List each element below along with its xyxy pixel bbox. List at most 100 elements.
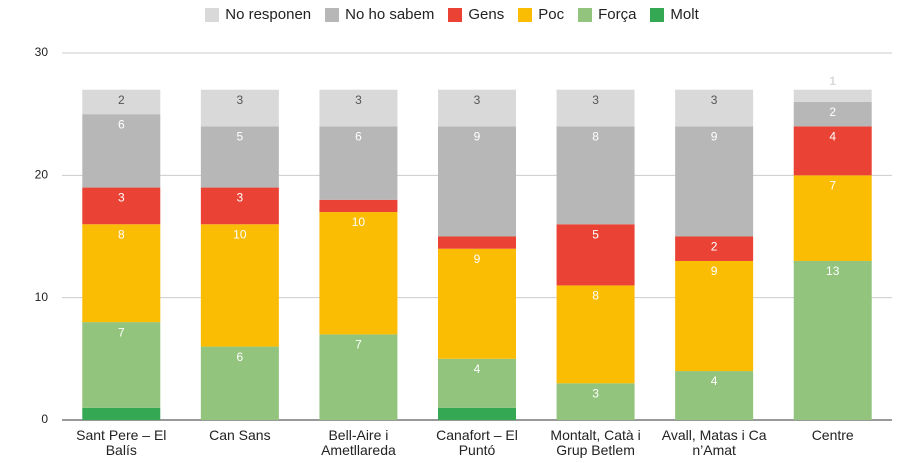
legend-item: No responen bbox=[205, 6, 311, 23]
legend-swatch bbox=[518, 7, 533, 22]
y-tick-label: 20 bbox=[35, 168, 49, 182]
bar-segment bbox=[793, 101, 872, 127]
data-label: 9 bbox=[474, 130, 481, 144]
data-label: 8 bbox=[592, 130, 599, 144]
bar-segment bbox=[556, 126, 635, 225]
data-label: 6 bbox=[355, 130, 362, 144]
bar-segment bbox=[793, 126, 872, 176]
x-tick-label: Centre bbox=[811, 427, 854, 443]
legend-swatch bbox=[205, 7, 220, 22]
bar-segment bbox=[82, 187, 161, 225]
y-tick-label: 30 bbox=[35, 45, 49, 59]
bar-segment bbox=[319, 199, 398, 213]
legend-label: Força bbox=[598, 6, 637, 23]
bar-segment bbox=[319, 334, 398, 420]
bar-segment bbox=[556, 383, 635, 420]
legend-item: Poc bbox=[518, 6, 564, 23]
data-label: 3 bbox=[237, 93, 244, 107]
legend: No responen No ho sabem Gens Poc Força Molt bbox=[0, 6, 904, 23]
data-label: 3 bbox=[592, 386, 599, 400]
x-tick-label: Sant Pere – El Balís bbox=[76, 427, 167, 458]
data-label: 8 bbox=[592, 289, 599, 303]
bar-segment bbox=[82, 322, 161, 408]
data-label: 1 bbox=[829, 74, 836, 88]
bar-segment bbox=[556, 89, 635, 127]
bar-segment bbox=[556, 224, 635, 286]
data-label: 5 bbox=[592, 227, 599, 241]
data-label: 4 bbox=[711, 374, 718, 388]
legend-label: No ho sabem bbox=[345, 6, 435, 23]
legend-item: Gens bbox=[448, 6, 504, 23]
legend-swatch bbox=[578, 7, 593, 22]
data-label: 3 bbox=[355, 93, 362, 107]
bar-segment bbox=[675, 126, 754, 237]
data-label: 6 bbox=[118, 117, 125, 131]
bar-segment bbox=[675, 260, 754, 372]
data-label: 2 bbox=[118, 93, 125, 107]
bar-segment bbox=[200, 89, 279, 127]
data-label: 2 bbox=[711, 240, 718, 254]
data-label: 3 bbox=[474, 93, 481, 107]
legend-item: Força bbox=[578, 6, 636, 23]
data-label: 7 bbox=[829, 179, 836, 193]
bar-segment bbox=[438, 407, 516, 420]
bar-segment bbox=[200, 187, 279, 225]
data-label: 10 bbox=[233, 227, 247, 241]
data-label: 7 bbox=[355, 338, 362, 352]
data-label: 3 bbox=[592, 93, 599, 107]
bar-segment bbox=[200, 346, 279, 420]
bar-segment bbox=[793, 89, 872, 102]
data-label: 3 bbox=[237, 191, 244, 205]
data-label: 9 bbox=[474, 252, 481, 266]
legend-swatch bbox=[448, 7, 463, 22]
bar-segment bbox=[200, 126, 279, 188]
bar-segment bbox=[319, 89, 398, 127]
bar-segment bbox=[675, 236, 754, 261]
x-tick-label: Bell-Aire i Ametllareda bbox=[321, 427, 396, 458]
legend-item: No ho sabem bbox=[325, 6, 434, 23]
x-tick-label: Avall, Matas i Ca n’Amat bbox=[661, 427, 767, 458]
bar-segment bbox=[82, 114, 161, 188]
data-label: 13 bbox=[826, 264, 840, 278]
data-label: 4 bbox=[829, 130, 836, 144]
data-label: 6 bbox=[237, 350, 244, 364]
x-tick-label: Montalt, Catà i Grup Betlem bbox=[550, 427, 641, 458]
data-label: 5 bbox=[237, 130, 244, 144]
bar-segment bbox=[438, 248, 516, 359]
legend-label: Gens bbox=[468, 6, 505, 23]
data-label: 3 bbox=[711, 93, 718, 107]
data-label: 2 bbox=[829, 105, 836, 119]
bar-segment bbox=[82, 407, 161, 420]
x-tick-label: Can Sans bbox=[209, 427, 271, 443]
bar-segment bbox=[675, 89, 754, 127]
bar-segment bbox=[200, 224, 279, 347]
legend-label: Poc bbox=[538, 6, 565, 23]
bar-segment bbox=[438, 236, 516, 249]
legend-item: Molt bbox=[650, 6, 699, 23]
x-tick-label: Canafort – El Puntó bbox=[436, 427, 518, 458]
data-label: 9 bbox=[711, 264, 718, 278]
bar-segment bbox=[438, 358, 516, 408]
bar-segment bbox=[319, 212, 398, 335]
bar-segment bbox=[319, 126, 398, 200]
y-tick-label: 0 bbox=[41, 412, 48, 426]
legend-swatch bbox=[650, 7, 665, 22]
bar-segment bbox=[82, 224, 161, 323]
bar-segment bbox=[556, 285, 635, 384]
legend-label: Molt bbox=[670, 6, 699, 23]
bar-segment bbox=[793, 260, 872, 420]
bar-segment bbox=[82, 89, 161, 115]
data-label: 7 bbox=[118, 325, 125, 339]
legend-label: No responen bbox=[225, 6, 312, 23]
bar-segment bbox=[793, 175, 872, 261]
bar-segment bbox=[438, 126, 516, 237]
bar-segment bbox=[438, 89, 516, 127]
data-label: 8 bbox=[118, 227, 125, 241]
data-label: 3 bbox=[118, 191, 125, 205]
data-label: 10 bbox=[352, 215, 366, 229]
data-label: 4 bbox=[474, 362, 481, 376]
bar-segment bbox=[675, 371, 754, 420]
y-tick-label: 10 bbox=[35, 290, 49, 304]
